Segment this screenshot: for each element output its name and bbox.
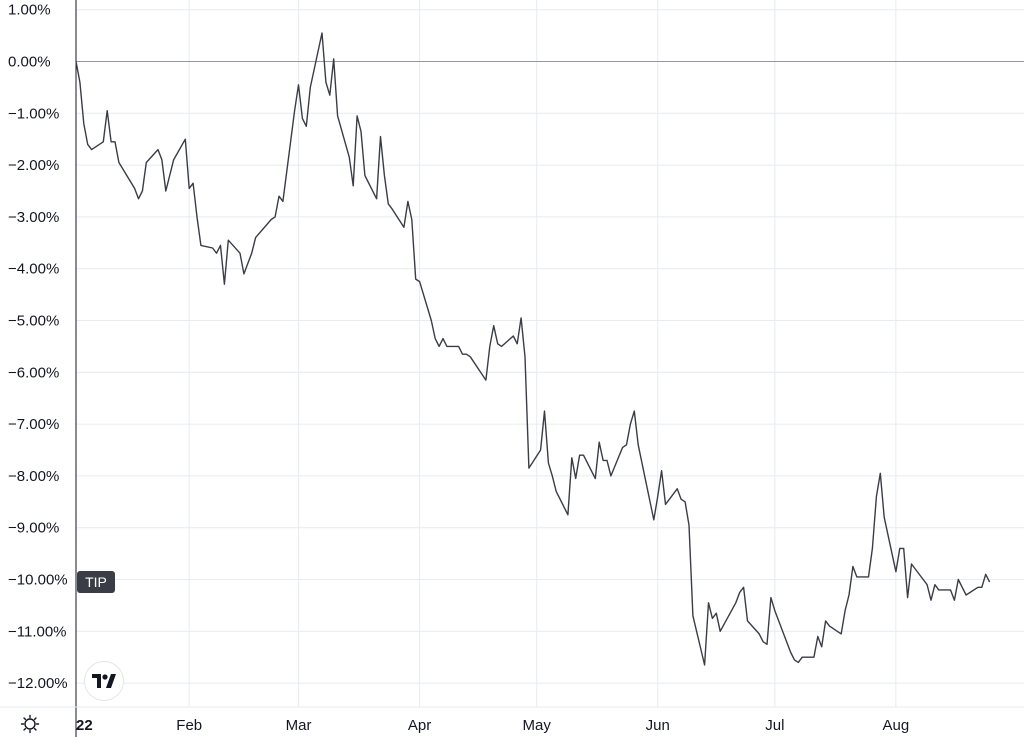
- y-tick-label: −12.00%: [8, 675, 68, 692]
- grid-layer: [76, 0, 1024, 707]
- y-tick-label: 0.00%: [8, 54, 51, 71]
- series-layer[interactable]: [75, 32, 991, 666]
- x-tick-label: May: [523, 717, 552, 734]
- x-tick-label: Apr: [408, 717, 431, 734]
- x-tick-label: Feb: [176, 717, 202, 734]
- y-tick-label: −6.00%: [8, 364, 59, 381]
- y-tick-label: −8.00%: [8, 468, 59, 485]
- y-tick-label: −2.00%: [8, 157, 59, 174]
- y-tick-label: −1.00%: [8, 105, 59, 122]
- x-axis-tick-labels: 22 Feb Mar Apr May Jun Jul Aug: [76, 717, 909, 734]
- series-line[interactable]: [75, 32, 991, 666]
- y-tick-label: 1.00%: [8, 2, 51, 19]
- x-tick-label: 22: [76, 717, 93, 734]
- x-tick-label: Jun: [646, 717, 670, 734]
- gear-icon[interactable]: [18, 712, 42, 736]
- y-tick-label: −7.00%: [8, 416, 59, 433]
- y-axis-tick-labels: 1.00% 0.00% −1.00% −2.00% −3.00% −4.00% −5.00%…: [8, 2, 68, 692]
- y-tick-label: −5.00%: [8, 313, 59, 330]
- tradingview-logo-icon[interactable]: [84, 661, 124, 701]
- x-tick-label: Jul: [765, 717, 784, 734]
- y-tick-label: −9.00%: [8, 520, 59, 537]
- series-label-badge: TIP: [77, 571, 115, 593]
- y-tick-label: −10.00%: [8, 572, 68, 589]
- y-tick-label: −11.00%: [8, 623, 67, 640]
- x-tick-label: Aug: [883, 717, 910, 734]
- x-tick-label: Mar: [286, 717, 312, 734]
- y-tick-label: −4.00%: [8, 261, 59, 278]
- y-tick-label: −3.00%: [8, 209, 59, 226]
